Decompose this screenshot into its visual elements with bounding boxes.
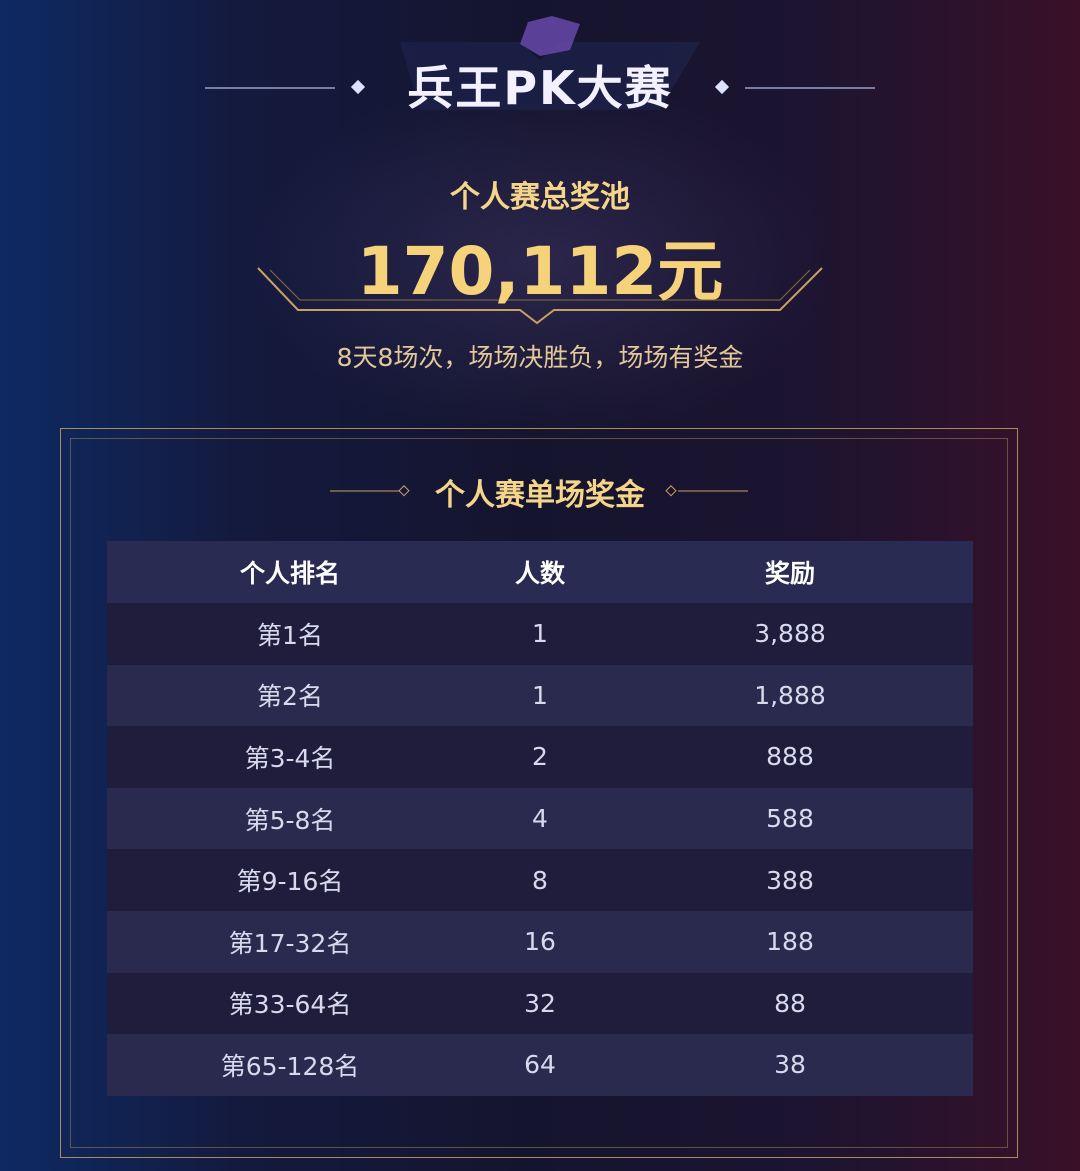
table-cell: 588: [607, 787, 973, 850]
table-cell: 1: [473, 603, 607, 665]
prize-table: 个人排名 人数 奖励 第1名 1 3,888 第2名 1 1,888 第3-4名 2 888 第5-8…: [107, 541, 973, 1096]
title: 兵王PK大赛: [407, 61, 673, 115]
table-cell: 4: [473, 787, 607, 850]
table-cell: 第2名: [107, 664, 473, 727]
table-cell: 第5-8名: [107, 787, 473, 850]
table-cell: 64: [473, 1034, 607, 1096]
table-title: 个人赛单场奖金: [435, 478, 645, 513]
table-cell: 第65-128名: [107, 1034, 473, 1096]
table-cell: 16: [473, 910, 607, 973]
table-cell: 38: [607, 1034, 973, 1096]
column-header: 个人排名: [107, 541, 473, 603]
table-cell: 32: [473, 972, 607, 1035]
table-cell: 1: [473, 664, 607, 727]
table-cell: 3,888: [607, 603, 973, 665]
table-cell: 888: [607, 726, 973, 788]
table-row: 第5-8名 4 588: [107, 787, 973, 850]
table-cell: 第3-4名: [107, 726, 473, 788]
table-row: 第1名 1 3,888: [107, 603, 973, 665]
table-row: 第33-64名 32 88: [107, 972, 973, 1035]
table-row: 第3-4名 2 888: [107, 726, 973, 788]
table-cell: 第33-64名: [107, 972, 473, 1035]
header-row: 个人排名 人数 奖励: [107, 541, 973, 603]
table-body: 第1名 1 3,888 第2名 1 1,888 第3-4名 2 888 第5-8名 4 588 第9-1…: [107, 603, 973, 1096]
table-cell: 第9-16名: [107, 849, 473, 911]
column-header: 奖励: [607, 541, 973, 603]
table-row: 第17-32名 16 188: [107, 910, 973, 973]
table-row: 第2名 1 1,888: [107, 664, 973, 727]
table-cell: 1,888: [607, 664, 973, 727]
table-cell: 88: [607, 972, 973, 1035]
pool-amount: 170,112元: [356, 233, 724, 310]
table-cell: 388: [607, 849, 973, 911]
frame: [60, 428, 1018, 1158]
table-cell: 188: [607, 910, 973, 973]
table-cell: 8: [473, 849, 607, 911]
pool-label: 个人赛总奖池: [450, 180, 630, 215]
column-header: 人数: [473, 541, 607, 603]
table-cell: 第1名: [107, 603, 473, 665]
frame-inner: [70, 438, 1008, 1148]
pool-subtitle: 8天8场次，场场决胜负，场场有奖金: [336, 343, 744, 372]
table-cell: 第17-32名: [107, 910, 473, 973]
table-cell: 2: [473, 726, 607, 788]
table-row: 第9-16名 8 388: [107, 849, 973, 911]
table-row: 第65-128名 64 38: [107, 1034, 973, 1096]
